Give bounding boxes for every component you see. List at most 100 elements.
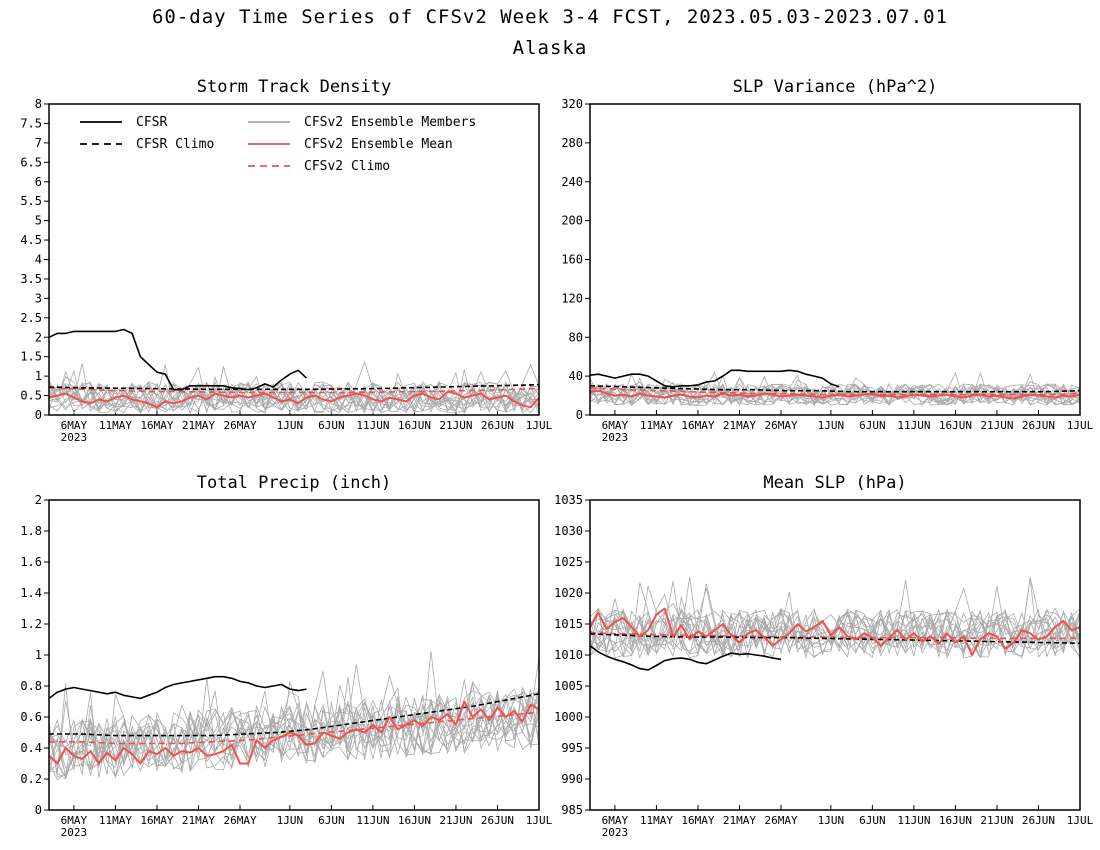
y-tick-label: 1015 <box>554 617 583 631</box>
x-tick-label: 16MAY <box>140 419 173 432</box>
y-tick-label: 1020 <box>554 586 583 600</box>
panel-title: Mean SLP (hPa) <box>763 473 906 493</box>
ensemble-member-line <box>48 360 540 414</box>
x-tick-label: 11JUN <box>897 814 930 827</box>
panel-total-precip-inch: Total Precip (inch) 0 0.2 0.4 0.6 0.8 1 1.2 1.4 1… <box>20 473 552 839</box>
figure-subtitle: Alaska <box>512 37 588 59</box>
x-tick-label: 6MAY <box>61 814 88 827</box>
x-tick-label: 11MAY <box>99 419 132 432</box>
y-tick-label: 0.2 <box>20 772 42 786</box>
y-tick-label: 6 <box>35 175 42 189</box>
y-tick-label: 1.2 <box>20 617 42 631</box>
y-tick-label: 1 <box>35 648 42 662</box>
y-tick-label: 160 <box>561 253 583 267</box>
x-tick-year-label: 2023 <box>61 431 88 444</box>
ensemble-member-line <box>48 696 540 769</box>
legend-members-label: CFSv2 Ensemble Members <box>304 115 476 130</box>
x-tick-year-label: 2023 <box>61 826 88 839</box>
y-tick-label: 200 <box>561 214 583 228</box>
legend-ens-mean-label: CFSv2 Ensemble Mean <box>304 137 453 152</box>
ensemble-member-line <box>589 379 1081 406</box>
panel-title: Total Precip (inch) <box>197 473 391 493</box>
ensemble-mean-line <box>589 607 1081 656</box>
cfsr-climo-line <box>589 633 1081 644</box>
x-tick-year-label: 2023 <box>602 431 629 444</box>
y-tick-label: 7.5 <box>20 116 42 130</box>
y-tick-label: 0.8 <box>20 679 42 693</box>
y-tick-label: 1.8 <box>20 524 42 538</box>
y-tick-label: 1.6 <box>20 555 42 569</box>
y-tick-label: 1035 <box>554 493 583 507</box>
y-tick-label: 0 <box>576 408 583 422</box>
y-tick-label: 0 <box>35 408 42 422</box>
x-tick-label: 16MAY <box>681 814 714 827</box>
x-tick-label: 26MAY <box>223 419 256 432</box>
x-tick-label: 16MAY <box>140 814 173 827</box>
x-tick-label: 1JUL <box>1067 419 1094 432</box>
cfsr-climo-line <box>48 383 540 391</box>
y-tick-label: 2 <box>35 330 42 344</box>
x-tick-label: 21MAY <box>723 419 756 432</box>
cfsr-climo-line <box>49 693 540 737</box>
x-tick-label: 6JUN <box>859 419 886 432</box>
y-tick-label: 1005 <box>554 679 583 693</box>
ensemble-member-line <box>48 691 540 777</box>
plot-frame <box>48 499 540 811</box>
x-tick-label: 26JUN <box>481 814 514 827</box>
x-tick-label: 26JUN <box>1022 814 1055 827</box>
plot-frame <box>48 103 540 416</box>
x-tick-label: 6MAY <box>602 814 629 827</box>
y-tick-label: 80 <box>569 330 583 344</box>
panel-mean-slp-hpa: Mean SLP (hPa) 985 990 995 1000 1005 1010 1015 1… <box>554 473 1094 839</box>
chart-legend: CFSR CFSR Climo CFSv2 Ensemble Members CFSv… <box>80 115 476 174</box>
x-tick-label: 21MAY <box>182 814 215 827</box>
x-tick-label: 1JUN <box>818 419 845 432</box>
ensemble-member-line <box>48 684 540 771</box>
x-tick-label: 16JUN <box>939 814 972 827</box>
y-tick-label: 0.4 <box>20 741 42 755</box>
x-tick-label: 6MAY <box>602 419 629 432</box>
x-tick-label: 11MAY <box>640 814 673 827</box>
y-tick-label: 240 <box>561 175 583 189</box>
x-tick-label: 1JUN <box>818 814 845 827</box>
legend-cfsr-label: CFSR <box>136 115 167 130</box>
x-tick-year-label: 2023 <box>602 826 629 839</box>
x-tick-label: 21JUN <box>980 419 1013 432</box>
x-tick-label: 16MAY <box>681 419 714 432</box>
x-tick-label: 26MAY <box>764 419 797 432</box>
y-tick-label: 40 <box>569 369 583 383</box>
x-tick-label: 16JUN <box>398 419 431 432</box>
x-tick-label: 1JUN <box>277 419 304 432</box>
x-tick-label: 1JUL <box>526 419 553 432</box>
plot-frame <box>589 103 1081 416</box>
y-tick-label: 1025 <box>554 555 583 569</box>
x-tick-label: 21JUN <box>439 419 472 432</box>
y-tick-label: 280 <box>561 136 583 150</box>
x-tick-label: 6JUN <box>859 814 886 827</box>
y-tick-label: 5.5 <box>20 194 42 208</box>
x-tick-label: 21JUN <box>980 814 1013 827</box>
cfsr-line <box>48 328 308 391</box>
ensemble-member-line <box>48 679 540 778</box>
panel-storm-track-density: Storm Track Density 0 0.5 1 1.5 2 2.5 3 3.5 4 4.5 5… <box>20 77 552 444</box>
y-tick-label: 0.5 <box>20 389 42 403</box>
cfsv2-climo-line <box>49 711 540 745</box>
y-tick-label: 3.5 <box>20 272 42 286</box>
panel-slp-variance-hpa-2: SLP Variance (hPa^2) 0 40 80 120 160 200 240 280… <box>561 77 1093 444</box>
x-tick-label: 26MAY <box>764 814 797 827</box>
cfsr-line <box>48 675 307 700</box>
panel-title: SLP Variance (hPa^2) <box>733 77 938 97</box>
plot-frame <box>589 499 1081 811</box>
ensemble-member-line <box>589 580 1081 659</box>
x-tick-label: 26JUN <box>481 419 514 432</box>
x-tick-label: 1JUL <box>1067 814 1094 827</box>
ensemble-member-line <box>589 383 1081 406</box>
cfsr-line <box>589 369 840 388</box>
y-tick-label: 120 <box>561 291 583 305</box>
legend-cfsv2-climo-label: CFSv2 Climo <box>304 159 390 174</box>
y-tick-label: 1010 <box>554 648 583 662</box>
x-tick-label: 16JUN <box>939 419 972 432</box>
x-tick-label: 11JUN <box>897 419 930 432</box>
